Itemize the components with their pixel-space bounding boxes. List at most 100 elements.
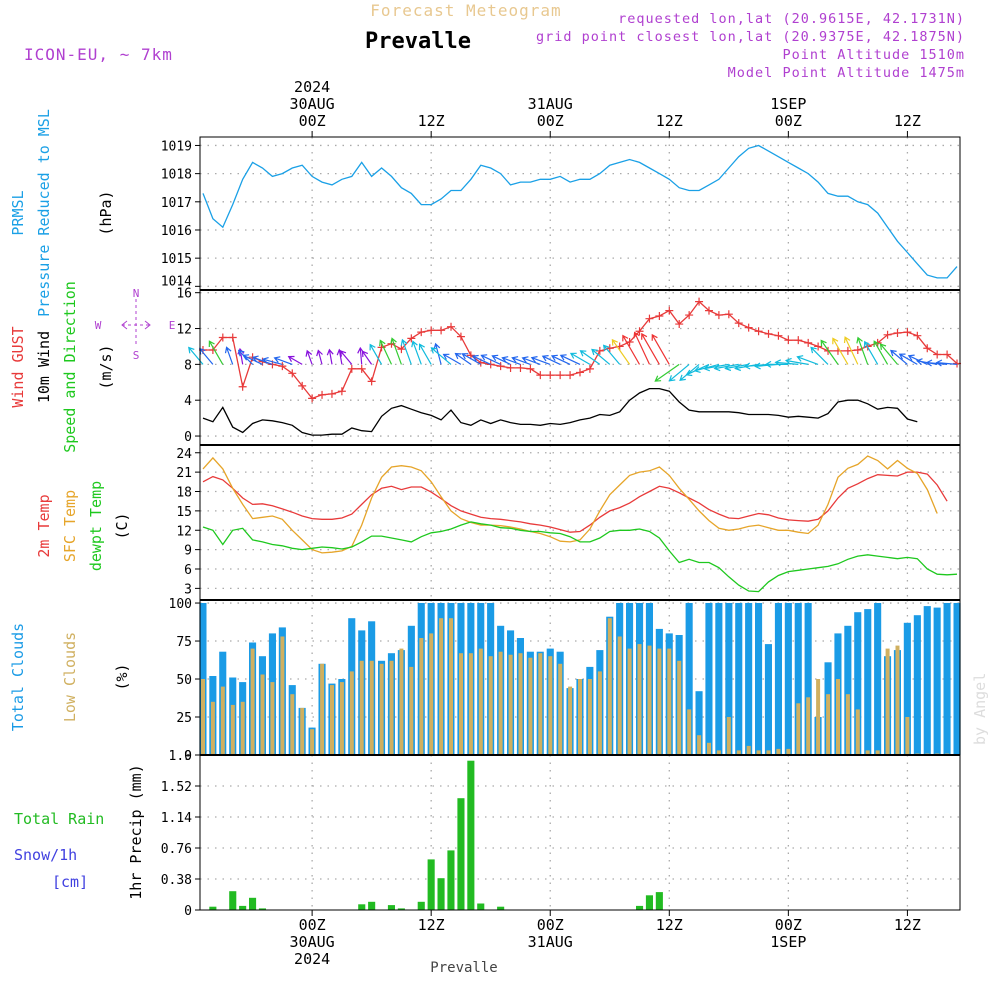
gust-marker [883, 330, 892, 339]
bottom-time-label: 00Z [537, 916, 564, 934]
bar-total_clouds [943, 603, 951, 755]
gust-marker [327, 389, 336, 398]
gust-marker [427, 326, 436, 335]
wind-arrow [550, 354, 571, 365]
wind-arrow [820, 339, 839, 365]
bar-low_clouds [617, 636, 622, 755]
gust-marker [804, 338, 813, 347]
bar-low_clouds [726, 717, 731, 755]
model-point-altitude: Model Point Altitude 1475m [728, 65, 965, 81]
bar-low_clouds [597, 671, 602, 755]
bar-rain [249, 897, 257, 910]
panel-temperature: 3 6 9 12 15 18 21 24 2m Temp SFC Temp dewpt Temp (C… [35, 444, 961, 601]
bar-total_clouds [854, 612, 862, 755]
bar-total_clouds [933, 607, 941, 755]
bar-rain [229, 891, 237, 910]
bar-total_clouds [953, 603, 961, 755]
bar-total_clouds [923, 606, 931, 755]
bar-low_clouds [895, 645, 900, 755]
y-tick-label: 0 [184, 904, 192, 919]
top-time-label: 00Z [537, 112, 564, 130]
bar-total_clouds [774, 603, 782, 755]
y-tick-label: 1015 [161, 252, 192, 267]
wind-arrow [251, 355, 273, 365]
bar-low_clouds [310, 729, 315, 755]
gust-marker [695, 297, 704, 306]
gust-marker [417, 328, 426, 337]
bar-total_clouds [735, 603, 743, 755]
y-axis-label: dewpt Temp [87, 481, 105, 571]
wind-arrow [856, 336, 869, 365]
wind-arrow [784, 357, 809, 365]
top-time-label: 12Z [656, 112, 683, 130]
bar-rain [447, 850, 455, 910]
wind-arrow [693, 363, 720, 373]
gust-marker [595, 346, 604, 355]
series-line-wind10m [202, 387, 918, 436]
gust-marker [516, 363, 525, 372]
y-tick-label: 21 [176, 466, 192, 481]
gust-marker [774, 331, 783, 340]
grid-point-coordinates: grid point closest lon,lat (20.9375E, 42… [536, 29, 965, 45]
wind-arrow [611, 338, 631, 365]
wind-arrow [454, 352, 472, 365]
wind-arrow [208, 340, 224, 365]
bar-low_clouds [796, 703, 801, 755]
gust-marker [496, 362, 505, 371]
gust-marker [576, 368, 584, 377]
bar-total_clouds [695, 691, 703, 755]
wind-arrow [305, 349, 313, 365]
watermark: by Angel [971, 673, 989, 745]
y-tick-label: 25 [176, 711, 192, 726]
wind-arrow [569, 352, 591, 365]
gust-marker [437, 326, 446, 335]
panel-pressure: 1014 1015 1016 1017 1018 1019 PRMSL Pressure Re… [9, 109, 961, 317]
bar-low_clouds [270, 682, 275, 755]
y-tick-label: 0 [184, 430, 192, 445]
bar-low_clouds [280, 636, 285, 755]
bar-low_clouds [786, 748, 791, 755]
bar-rain [417, 901, 425, 910]
compass-arrowheads [121, 320, 151, 330]
gust-marker [784, 336, 793, 345]
gust-marker [655, 311, 664, 320]
gust-marker [704, 306, 713, 315]
gust-marker [814, 342, 823, 351]
top-time-label: 1SEP [770, 95, 806, 113]
wind-arrow [796, 355, 819, 365]
gust-marker [298, 381, 307, 390]
wind-arrow [935, 359, 958, 367]
gust-marker [407, 334, 416, 343]
y-axis-label: (%) [113, 663, 131, 690]
wind-compass: N S W E [95, 287, 176, 362]
wind-arrow [188, 346, 204, 365]
bar-low_clouds [508, 654, 513, 755]
bar-low_clouds [330, 685, 334, 755]
bar-low_clouds [845, 694, 850, 755]
panel-wind: 0 4 8 12 16 Wind GUST 10m Wind Speed and Direct… [9, 281, 962, 453]
top-time-label: 30AUG [290, 95, 335, 113]
wind-arrow [400, 338, 412, 365]
gust-marker [397, 345, 406, 354]
bar-low_clouds [816, 679, 821, 755]
bar-rain [397, 908, 405, 910]
bar-low_clouds [905, 717, 910, 755]
bottom-time-label: 2024 [294, 950, 330, 968]
top-time-label: 00Z [775, 112, 802, 130]
wind-arrow [579, 350, 601, 365]
wind-arrow [379, 339, 393, 365]
gust-marker [665, 306, 674, 315]
y-tick-label: 0 [184, 749, 192, 764]
bar-rain [368, 901, 376, 910]
y-tick-label: 18 [176, 486, 192, 501]
bar-low_clouds [230, 704, 235, 755]
bottom-time-label: 00Z [775, 916, 802, 934]
bar-total_clouds [725, 603, 733, 755]
wind-arrow [879, 343, 898, 365]
precip-legend-label: [cm] [52, 873, 88, 891]
wind-arrow [668, 363, 690, 382]
wind-arrow [411, 340, 422, 365]
bar-low_clouds [826, 694, 831, 755]
wind-arrow [339, 350, 353, 365]
